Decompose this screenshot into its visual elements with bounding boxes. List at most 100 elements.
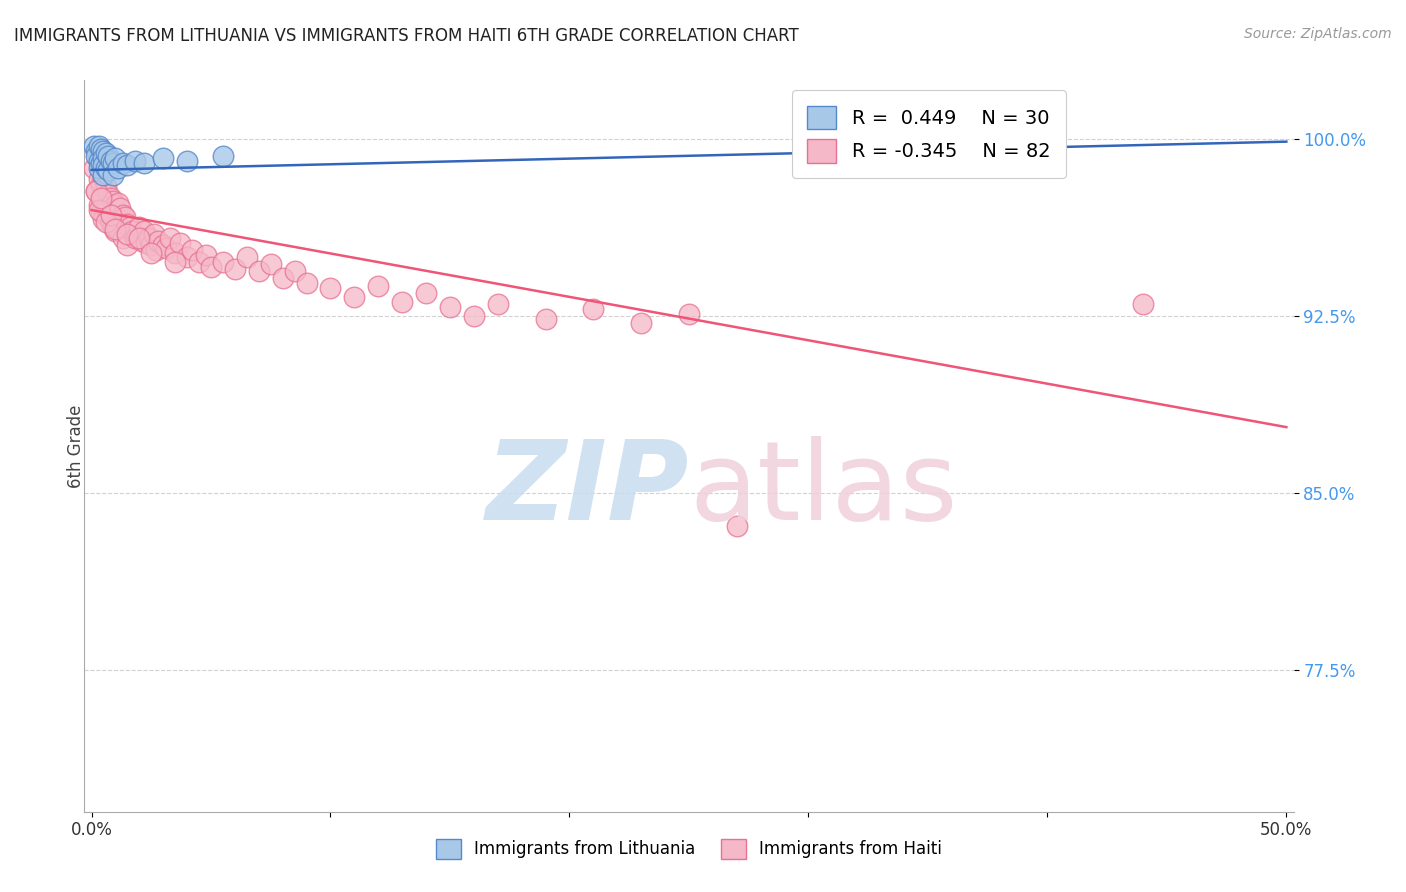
Point [797,136,820,151]
Point [159,231,181,245]
Point [101,219,124,234]
Point [142,227,165,241]
Point [93,212,115,227]
Point [1132,297,1154,311]
Point [415,285,437,300]
Point [90,142,112,156]
Point [128,219,150,234]
Point [84,144,107,158]
Point [630,316,652,330]
Point [128,231,150,245]
Point [439,300,461,314]
Point [94,215,117,229]
Point [97,186,120,201]
Point [212,149,235,163]
Point [94,201,117,215]
Point [104,198,127,212]
Point [169,236,191,251]
Point [132,224,155,238]
Point [93,191,115,205]
Point [104,224,127,238]
Point [486,297,509,311]
Point [83,139,105,153]
Point [90,191,112,205]
Point [176,250,198,264]
Point [391,295,413,310]
Text: ZIP: ZIP [485,436,689,543]
Point [117,158,139,172]
Point [107,222,129,236]
Point [343,290,366,304]
Point [117,217,139,231]
Point [463,310,485,324]
Point [90,177,112,191]
Point [100,191,122,205]
Point [135,236,157,251]
Point [195,248,218,262]
Point [180,243,202,257]
Point [152,238,174,252]
Point [84,184,107,198]
Point [84,184,107,198]
Text: IMMIGRANTS FROM LITHUANIA VS IMMIGRANTS FROM HAITI 6TH GRADE CORRELATION CHART: IMMIGRANTS FROM LITHUANIA VS IMMIGRANTS … [14,27,799,45]
Point [87,161,110,175]
Point [145,243,167,257]
Point [93,169,115,184]
Legend: Immigrants from Lithuania, Immigrants from Haiti: Immigrants from Lithuania, Immigrants fr… [429,832,949,865]
Y-axis label: 6th Grade: 6th Grade [67,404,84,488]
Point [155,241,177,255]
Point [678,307,700,321]
Point [101,194,124,208]
Point [124,153,146,168]
Point [87,153,110,168]
Point [141,238,163,252]
Point [118,219,141,234]
Point [965,144,987,158]
Point [236,250,259,264]
Point [104,222,127,236]
Point [117,227,139,241]
Point [141,245,163,260]
Point [93,144,115,158]
Point [200,260,222,274]
Point [107,196,129,211]
Point [100,153,122,168]
Point [117,238,139,252]
Point [295,276,318,290]
Point [94,161,117,175]
Point [224,262,246,277]
Point [148,234,170,248]
Point [94,179,117,194]
Point [104,151,127,165]
Point [284,264,307,278]
Point [87,172,110,186]
Point [165,245,187,260]
Point [97,163,120,178]
Point [367,278,389,293]
Point [125,229,148,244]
Point [90,205,112,219]
Point [260,257,283,271]
Point [165,255,187,269]
Point [100,208,122,222]
Point [176,153,198,168]
Point [271,271,294,285]
Point [97,210,120,224]
Point [319,281,342,295]
Point [124,231,146,245]
Point [97,149,120,163]
Point [100,215,122,229]
Point [108,201,131,215]
Point [725,519,748,533]
Point [101,156,124,170]
Point [111,208,134,222]
Text: atlas: atlas [689,436,957,543]
Point [93,158,115,172]
Point [131,234,153,248]
Point [90,156,112,170]
Point [93,151,115,165]
Text: Source: ZipAtlas.com: Source: ZipAtlas.com [1244,27,1392,41]
Point [138,231,160,245]
Point [152,151,174,165]
Point [534,311,557,326]
